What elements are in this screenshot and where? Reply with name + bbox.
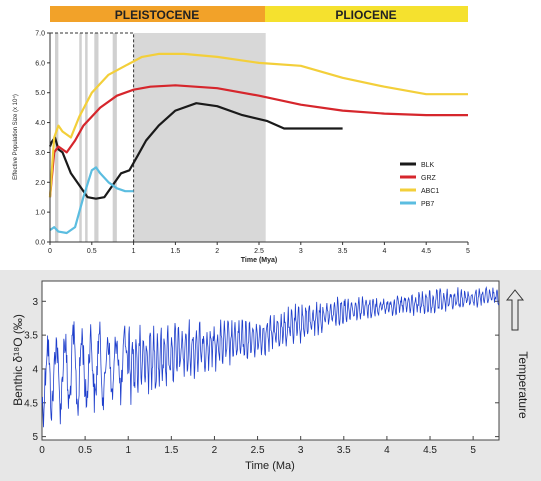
temperature-arrow-icon bbox=[505, 289, 525, 331]
top-x-tick-label: 3.5 bbox=[338, 248, 348, 255]
series-line-pb7 bbox=[49, 166, 134, 235]
bottom-y-tick-label: 4 bbox=[32, 364, 38, 375]
top-y-tick-label: 7.0 bbox=[35, 31, 45, 38]
recent-window-box bbox=[50, 33, 134, 242]
interglacial-band bbox=[55, 33, 59, 242]
top-legend: BLK GRZ ABC1 PB7 bbox=[400, 162, 439, 208]
bottom-x-tick-label: 0.5 bbox=[78, 445, 92, 456]
pliocene-bar bbox=[265, 6, 468, 22]
temperature-label: Temperature bbox=[516, 351, 530, 419]
temperature-indicator: Temperature bbox=[505, 289, 530, 419]
bottom-x-axis-title: Time (Ma) bbox=[245, 460, 295, 472]
pleistocene-bar bbox=[50, 6, 265, 22]
bottom-ticks-layer: 0 0.5 1 1.5 2 2.5 3 3.5 4 4.5 5 3 3.5 4 4.5 5 bbox=[24, 297, 499, 456]
top-y-tick-label: 6.0 bbox=[35, 60, 45, 67]
bottom-y-axis-title: Benthic δ¹⁸O (‰) bbox=[11, 314, 25, 406]
bottom-y-tick-label: 4.5 bbox=[24, 398, 38, 409]
top-y-axis-title: Effective Population Size (x 10⁴) bbox=[12, 94, 19, 180]
top-y-tick-label: 3.0 bbox=[35, 150, 45, 157]
bottom-y-tick-label: 5 bbox=[32, 432, 38, 443]
top-x-tick-label: 0.5 bbox=[87, 248, 97, 255]
population-size-chart: 0 0.5 1 1.5 2 2.5 3 3.5 4 4.5 5 0.0 1.0 2.0 3.0 4.0 5.0 6… bbox=[12, 31, 470, 265]
bottom-x-tick-label: 1 bbox=[125, 445, 131, 456]
bottom-x-tick-label: 4.5 bbox=[423, 445, 437, 456]
legend-label-blk: BLK bbox=[421, 162, 435, 169]
top-y-tick-label: 5.0 bbox=[35, 90, 45, 97]
top-y-tick-label: 2.0 bbox=[35, 180, 45, 187]
top-x-tick-label: 1.5 bbox=[171, 248, 181, 255]
benthic-isotope-chart: 0 0.5 1 1.5 2 2.5 3 3.5 4 4.5 5 3 3.5 4 4.5 5 Time (Ma)… bbox=[0, 270, 541, 481]
pleistocene-label: PLEISTOCENE bbox=[115, 8, 199, 22]
legend-label-abc1: ABC1 bbox=[421, 188, 439, 195]
legend-label-pb7: PB7 bbox=[421, 201, 434, 208]
bottom-x-tick-label: 4 bbox=[384, 445, 390, 456]
pliocene-label: PLIOCENE bbox=[335, 8, 396, 22]
top-x-tick-label: 4 bbox=[382, 248, 386, 255]
benthic-d18o-series-line bbox=[41, 286, 500, 428]
top-background-layer bbox=[49, 32, 266, 243]
bottom-x-tick-label: 2.5 bbox=[251, 445, 265, 456]
top-x-axis-title: Time (Mya) bbox=[241, 257, 277, 264]
top-y-tick-label: 4.0 bbox=[35, 120, 45, 127]
top-series-layer bbox=[48, 52, 468, 235]
interglacial-band bbox=[112, 33, 117, 242]
top-x-tick-label: 2.5 bbox=[254, 248, 264, 255]
bottom-y-tick-label: 3.5 bbox=[24, 331, 38, 342]
series-line-blk bbox=[48, 102, 343, 200]
bottom-x-tick-label: 1.5 bbox=[164, 445, 178, 456]
top-y-tick-label: 1.0 bbox=[35, 210, 45, 217]
top-x-tick-label: 2 bbox=[215, 248, 219, 255]
interglacial-band bbox=[85, 33, 88, 242]
bottom-x-tick-label: 5 bbox=[470, 445, 476, 456]
bottom-x-tick-label: 3.5 bbox=[337, 445, 351, 456]
top-x-tick-label: 0 bbox=[48, 248, 52, 255]
series-line-abc1 bbox=[48, 52, 468, 198]
top-y-tick-label: 0.0 bbox=[35, 240, 45, 247]
top-x-tick-label: 5 bbox=[466, 248, 470, 255]
bottom-x-tick-label: 2 bbox=[212, 445, 218, 456]
top-x-tick-label: 1 bbox=[132, 248, 136, 255]
top-x-tick-label: 4.5 bbox=[421, 248, 431, 255]
interglacial-band bbox=[94, 33, 99, 242]
interglacial-band bbox=[79, 33, 82, 242]
bottom-x-tick-label: 3 bbox=[298, 445, 304, 456]
legend-label-grz: GRZ bbox=[421, 175, 437, 182]
top-x-tick-label: 3 bbox=[299, 248, 303, 255]
bottom-x-tick-label: 0 bbox=[39, 445, 45, 456]
top-ticks-layer: 0 0.5 1 1.5 2 2.5 3 3.5 4 4.5 5 0.0 1.0 2.0 3.0 4.0 5.0 6… bbox=[35, 31, 470, 256]
series-line-grz bbox=[48, 84, 468, 198]
bottom-y-tick-label: 3 bbox=[32, 297, 38, 308]
